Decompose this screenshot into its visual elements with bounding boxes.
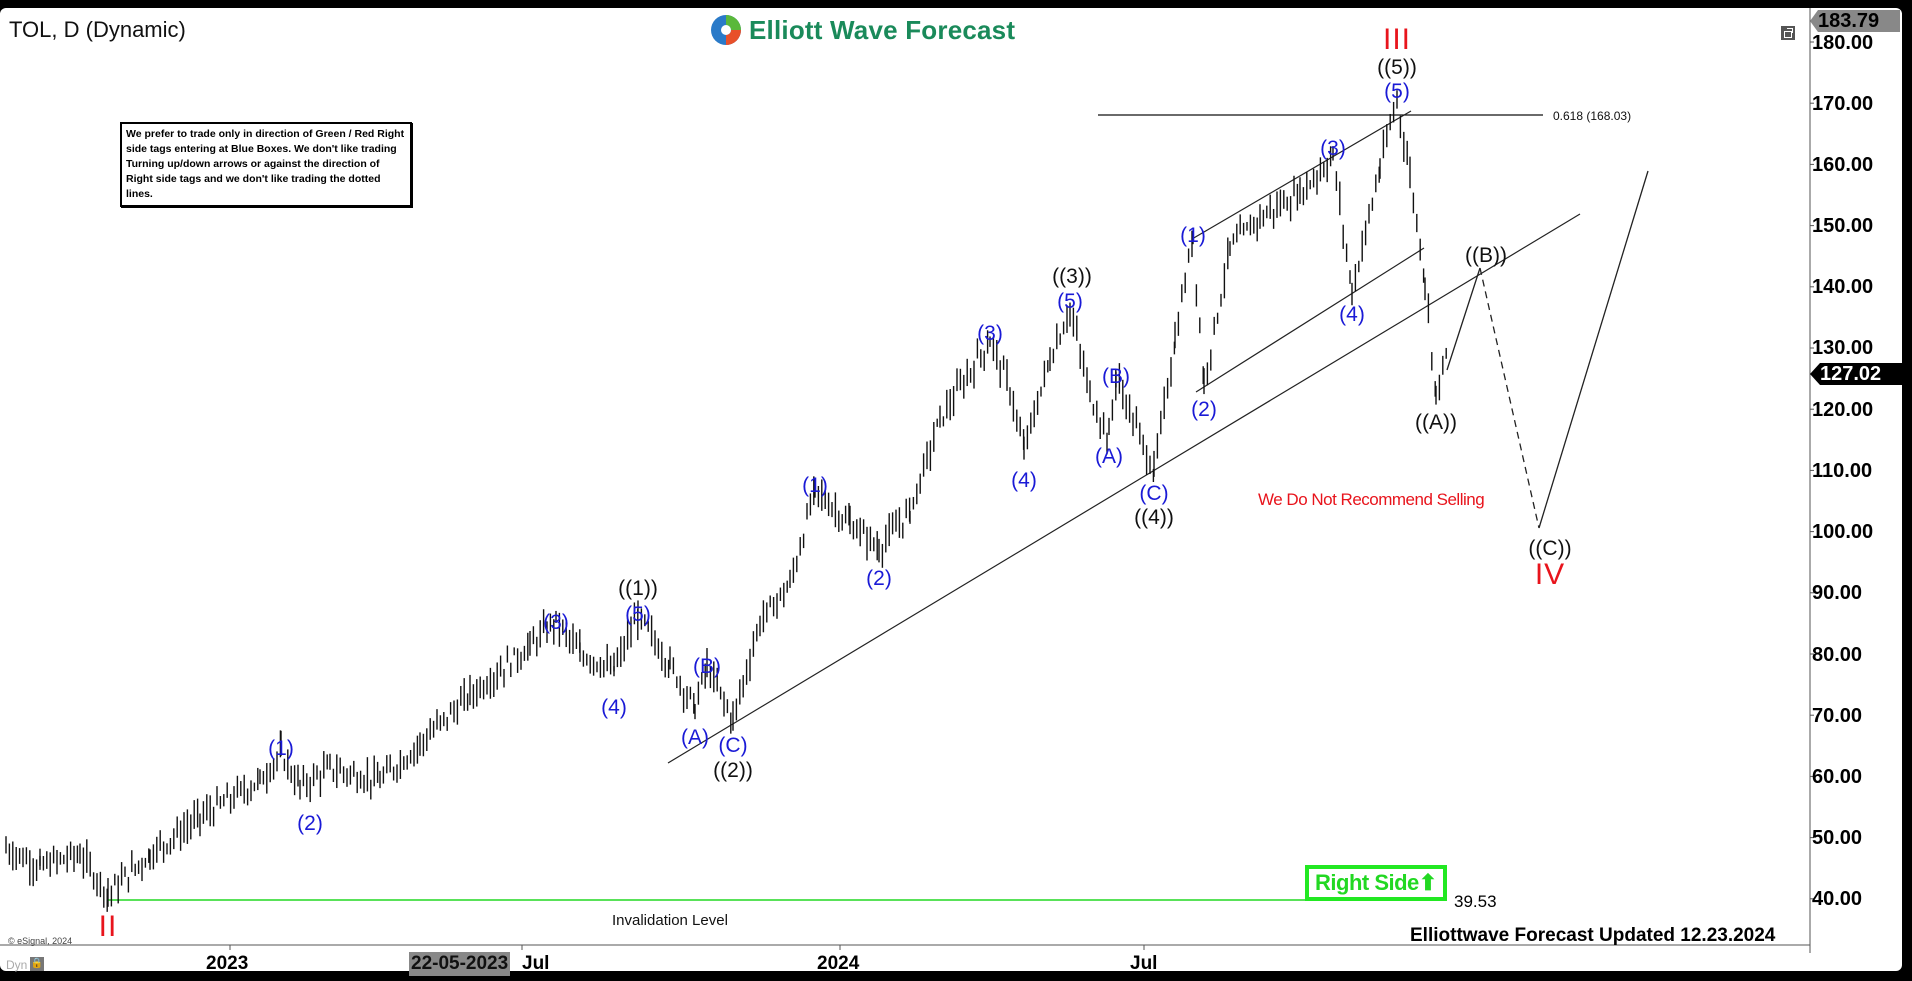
wave-label: (5)	[625, 603, 651, 626]
update-footer: Elliottwave Forecast Updated 12.23.2024	[1410, 925, 1776, 946]
wave-label: ((1))	[618, 577, 658, 600]
wave-label: ((B))	[1465, 244, 1507, 267]
wave-label: II	[98, 910, 118, 943]
chart-window: TOL, D (Dynamic) Elliott Wave Forecast W…	[0, 8, 1912, 976]
y-tick-label: 160.00	[1812, 154, 1874, 176]
y-tick-label: 60.00	[1812, 766, 1863, 788]
fib-level-label: 0.618 (168.03)	[1553, 109, 1632, 123]
current-price-badge: 127.02	[1810, 363, 1912, 385]
trading-note: We prefer to trade only in direction of …	[120, 122, 412, 207]
wave-label: ((2))	[713, 759, 753, 782]
cursor-date-badge: 22-05-2023	[409, 952, 511, 976]
wave-label: (B)	[1102, 365, 1130, 388]
y-tick-label: 90.00	[1812, 582, 1863, 604]
x-tick-label: Jul	[1130, 953, 1158, 974]
restore-window-icon[interactable]	[1781, 26, 1795, 40]
y-tick-label: 110.00	[1812, 460, 1873, 482]
y-tick-label: 70.00	[1812, 705, 1863, 727]
wave-label: (C)	[718, 734, 748, 757]
wave-label: (1)	[268, 737, 294, 760]
y-tick-label: 40.00	[1812, 888, 1863, 910]
wave-label: (4)	[1011, 469, 1037, 492]
wave-label: ((C))	[1528, 537, 1572, 560]
wave-label: (5)	[1384, 80, 1410, 103]
wave-label: (B)	[693, 655, 721, 678]
wave-label: (1)	[802, 474, 828, 497]
logo-text: Elliott Wave Forecast	[749, 14, 1016, 45]
dyn-label: Dyn	[6, 958, 28, 972]
invalidation-value: 39.53	[1454, 892, 1497, 911]
wave-label: (3)	[977, 322, 1003, 345]
y-tick-label: 130.00	[1812, 337, 1874, 359]
y-tick-label: 180.00	[1812, 32, 1874, 54]
brand-logo: Elliott Wave Forecast	[709, 13, 1015, 47]
wave-label: (A)	[1095, 445, 1123, 468]
wave-label: (4)	[601, 696, 627, 719]
wave-label: (2)	[866, 567, 892, 590]
y-tick-label: 80.00	[1812, 644, 1863, 666]
y-tick-label: 150.00	[1812, 215, 1874, 237]
x-tick-label: Jul	[522, 953, 550, 974]
wave-label: ((4))	[1134, 506, 1174, 529]
high-price-badge: 183.79	[1810, 10, 1900, 32]
wave-label: (1)	[1180, 224, 1206, 247]
copyright: © eSignal, 2024	[8, 936, 73, 946]
right-side-tag: Right Side⬆	[1305, 865, 1447, 901]
price-chart[interactable]	[0, 8, 1902, 971]
wave-label: (2)	[297, 812, 323, 835]
no-sell-note: We Do Not Recommend Selling	[1258, 490, 1485, 509]
wave-label: ((3))	[1052, 265, 1092, 288]
symbol-title: TOL, D (Dynamic)	[9, 17, 186, 42]
right-side-label: Right Side	[1315, 870, 1419, 895]
wave-label: (3)	[543, 611, 569, 634]
lock-icon[interactable]: 🔒	[30, 957, 44, 971]
wave-label: ((5))	[1377, 56, 1417, 79]
wave-label: IV	[1534, 558, 1566, 591]
invalidation-label: Invalidation Level	[612, 912, 728, 929]
wave-label: III	[1382, 23, 1412, 56]
y-tick-label: 120.00	[1812, 399, 1874, 421]
wave-label: (3)	[1320, 137, 1346, 160]
x-tick-label: 2023	[206, 953, 249, 974]
wave-label: (C)	[1139, 482, 1169, 505]
x-tick-label: 2024	[817, 953, 860, 974]
y-tick-label: 170.00	[1812, 93, 1874, 115]
wave-label: (5)	[1057, 290, 1083, 313]
y-tick-label: 100.00	[1812, 521, 1874, 543]
wave-label: (2)	[1191, 398, 1217, 421]
arrow-up-icon: ⬆	[1418, 870, 1437, 895]
wave-label: (A)	[681, 726, 709, 749]
wave-label: ((A))	[1415, 411, 1457, 434]
y-tick-label: 140.00	[1812, 276, 1874, 298]
wave-label: (4)	[1339, 303, 1365, 326]
logo-swirl-icon	[711, 15, 741, 45]
y-tick-label: 50.00	[1812, 827, 1863, 849]
